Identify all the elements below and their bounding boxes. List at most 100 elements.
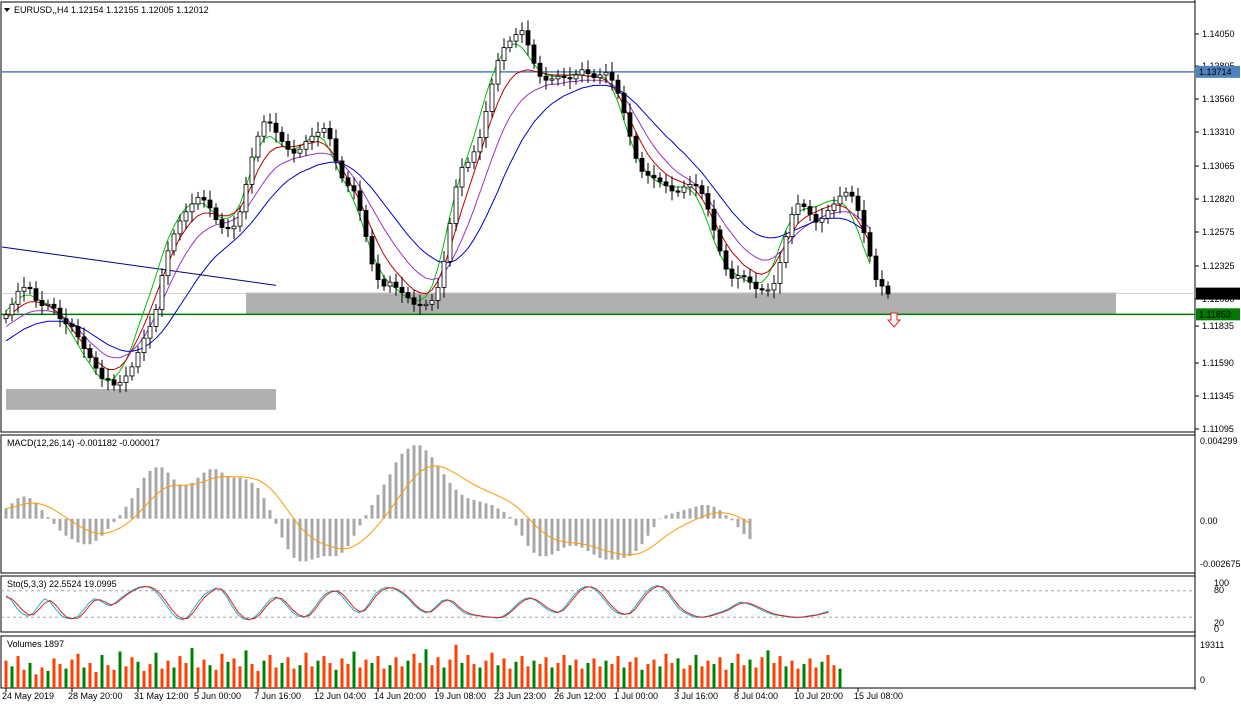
candle[interactable] [345,171,351,193]
candle[interactable] [273,112,279,143]
candle[interactable] [651,164,657,189]
candle[interactable] [735,265,741,289]
candle[interactable] [267,113,273,132]
candle[interactable] [885,281,891,299]
candle[interactable] [93,351,99,375]
candle[interactable] [387,275,393,293]
candle[interactable] [381,274,387,291]
candle[interactable] [129,362,135,381]
candle[interactable] [603,63,609,84]
candle[interactable] [597,68,603,85]
candle[interactable] [573,69,579,85]
candle[interactable] [213,203,219,225]
candle[interactable] [609,62,615,91]
candle[interactable] [807,200,813,221]
candle[interactable] [135,345,141,374]
candle[interactable] [171,229,177,256]
candle[interactable] [87,343,93,363]
candle[interactable] [255,131,261,162]
candle[interactable] [717,225,723,256]
candle[interactable] [837,186,843,214]
candle[interactable] [801,199,807,212]
candle[interactable] [831,196,837,218]
candle[interactable] [363,204,369,243]
candle[interactable] [789,206,795,245]
candle[interactable] [429,293,435,311]
candle[interactable] [201,189,207,208]
candle[interactable] [561,67,567,87]
candle[interactable] [339,156,345,183]
candle[interactable] [423,299,429,311]
candle[interactable] [795,194,801,224]
candle[interactable] [519,22,525,44]
candle[interactable] [303,134,309,156]
candle[interactable] [633,131,639,164]
candle[interactable] [3,310,9,324]
candle[interactable] [57,299,63,328]
candle[interactable] [567,67,573,90]
candle[interactable] [15,282,21,313]
candle[interactable] [21,277,27,302]
candle[interactable] [525,20,531,56]
candle[interactable] [777,252,783,294]
candle[interactable] [489,78,495,118]
chevron-down-icon[interactable] [4,8,10,12]
candle[interactable] [813,205,819,231]
candle[interactable] [687,175,693,196]
candle[interactable] [45,299,51,311]
candle[interactable] [765,283,771,297]
candle[interactable] [291,139,297,163]
candle[interactable] [861,200,867,243]
candle[interactable] [783,230,789,269]
candle[interactable] [615,74,621,99]
candle[interactable] [621,85,627,121]
candle[interactable] [771,275,777,299]
candle[interactable] [249,147,255,194]
candle[interactable] [627,103,633,146]
candle[interactable] [549,74,555,85]
trendline[interactable] [1,246,277,286]
candle[interactable] [243,176,249,220]
candle[interactable] [669,176,675,201]
candle[interactable] [705,186,711,217]
candle[interactable] [579,62,585,83]
candle[interactable] [405,286,411,304]
candle[interactable] [471,145,477,169]
candle[interactable] [327,120,333,147]
candle[interactable] [711,199,717,240]
candle[interactable] [207,190,213,218]
candle[interactable] [645,162,651,184]
candle[interactable] [69,318,75,333]
candle[interactable] [537,55,543,84]
candle[interactable] [663,174,669,194]
candle[interactable] [639,151,645,178]
candle[interactable] [693,174,699,197]
candle[interactable] [321,122,327,138]
candle[interactable] [153,303,159,333]
candle[interactable] [729,260,735,287]
candle[interactable] [285,133,291,157]
candle[interactable] [681,180,687,199]
candle[interactable] [819,207,825,233]
candle[interactable] [375,254,381,289]
candle[interactable] [657,172,663,188]
candle[interactable] [531,39,537,69]
candle[interactable] [513,28,519,48]
candle[interactable] [879,270,885,296]
candle[interactable] [63,308,69,335]
candle[interactable] [753,272,759,299]
candle[interactable] [357,180,363,221]
candle[interactable] [495,53,501,92]
candle[interactable] [399,277,405,303]
candle[interactable] [855,187,861,219]
candle[interactable] [33,281,39,308]
candle[interactable] [741,270,747,283]
candle[interactable] [9,297,15,322]
candle[interactable] [825,204,831,224]
candle[interactable] [351,177,357,200]
candle[interactable] [111,374,117,391]
candle[interactable] [843,187,849,201]
candle[interactable] [477,129,483,161]
candle[interactable] [189,193,195,223]
